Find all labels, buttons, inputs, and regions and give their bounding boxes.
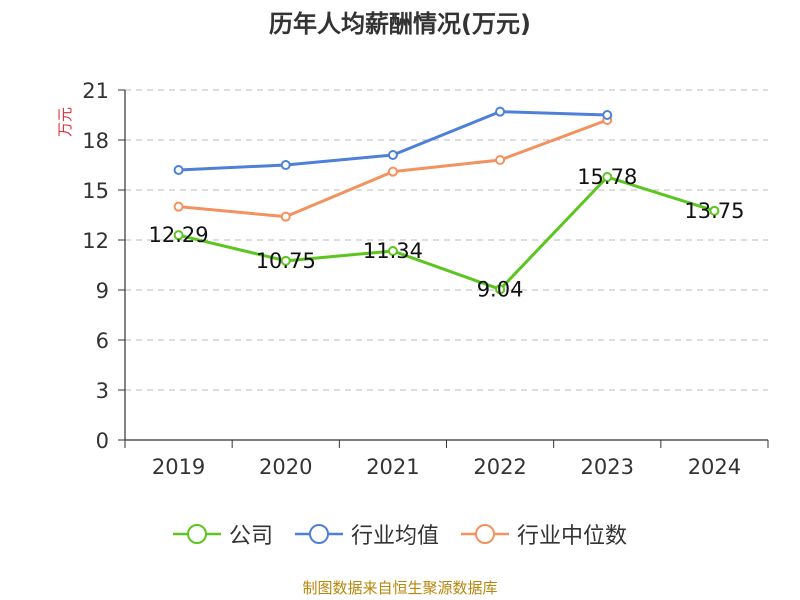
data-label: 13.75 xyxy=(684,199,744,223)
legend-item-company[interactable]: 公司 xyxy=(172,518,273,550)
series-point-2 xyxy=(280,211,291,222)
legend: 公司 行业均值 行业中位数 xyxy=(0,518,800,550)
x-tick-label: 2021 xyxy=(366,455,419,479)
legend-item-industry-median[interactable]: 行业中位数 xyxy=(461,518,627,550)
legend-label-industry-median: 行业中位数 xyxy=(517,524,628,549)
x-tick-label: 2023 xyxy=(581,455,634,479)
data-source-note: 制图数据来自恒生聚源数据库 xyxy=(302,579,498,597)
data-labels: 12.29 10.75 11.34 9.04 15.78 13.75 xyxy=(149,165,745,301)
grid-lines xyxy=(125,89,768,391)
legend-swatch-company xyxy=(172,524,221,544)
series-point-2 xyxy=(173,201,184,212)
chart-title: 历年人均薪酬情况(万元) xyxy=(269,10,531,38)
series-point-2 xyxy=(387,166,398,177)
series-point-0 xyxy=(709,205,720,216)
legend-swatch-industry-median xyxy=(461,524,509,544)
data-label: 15.78 xyxy=(577,165,637,189)
series-point-0 xyxy=(280,255,291,266)
legend-swatch-industry-avg xyxy=(294,524,343,544)
series-point-1 xyxy=(495,106,506,117)
y-tick-label: 21 xyxy=(82,79,109,103)
data-label: 9.04 xyxy=(477,277,524,301)
y-tick-label: 0 xyxy=(96,429,109,453)
y-axis-ticks: 0 3 6 9 12 15 18 21 xyxy=(82,79,125,453)
series-point-1 xyxy=(173,165,184,175)
x-tick-label: 2019 xyxy=(152,455,205,479)
x-tick-label: 2020 xyxy=(259,455,312,479)
series-point-0 xyxy=(602,172,613,182)
series-point-1 xyxy=(602,110,613,120)
series-line-0 xyxy=(178,175,715,291)
data-label: 12.29 xyxy=(149,223,209,247)
series-line-1 xyxy=(178,110,608,172)
x-tick-label: 2024 xyxy=(688,455,741,479)
series-point-1 xyxy=(280,160,291,170)
y-tick-label: 18 xyxy=(82,129,109,153)
y-tick-label: 12 xyxy=(82,229,109,253)
axes xyxy=(124,90,768,441)
data-label: 11.34 xyxy=(363,239,423,263)
legend-label-company: 公司 xyxy=(228,524,273,549)
y-tick-label: 6 xyxy=(96,329,109,353)
legend-label-industry-avg: 行业均值 xyxy=(350,524,439,549)
x-tick-label: 2022 xyxy=(473,455,526,479)
y-tick-label: 9 xyxy=(96,279,109,303)
x-axis-ticks: 2019 2020 2021 2022 2023 2024 xyxy=(124,440,769,479)
legend-item-industry-avg[interactable]: 行业均值 xyxy=(294,518,439,550)
series-point-1 xyxy=(387,150,398,160)
y-tick-label: 15 xyxy=(82,179,109,203)
series-point-0 xyxy=(387,246,398,256)
data-label: 10.75 xyxy=(256,249,316,273)
series-point-0 xyxy=(495,284,506,295)
y-tick-label: 3 xyxy=(96,379,109,403)
series-point-0 xyxy=(173,230,184,241)
series-point-2 xyxy=(495,155,506,165)
series-lines xyxy=(173,106,720,295)
y-axis-label: 万元 xyxy=(56,107,74,137)
